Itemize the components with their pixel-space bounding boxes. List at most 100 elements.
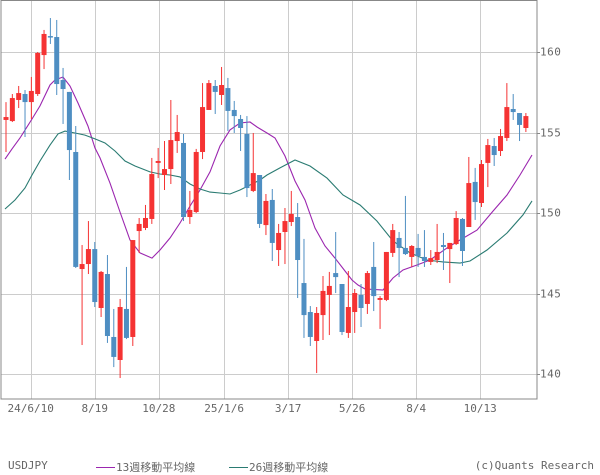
candle [402, 195, 408, 256]
legend-ma26: 26週移動平均線 [229, 459, 328, 475]
legend-ma13-label: 13週移動平均線 [116, 461, 196, 474]
candle [371, 241, 377, 312]
candle [421, 230, 427, 267]
candle [35, 52, 41, 96]
gridlines [1, 0, 537, 399]
candle [257, 175, 263, 228]
candle [22, 89, 28, 138]
legend-ma26-label: 26週移動平均線 [249, 461, 329, 474]
symbol-label: USDJPY [8, 459, 48, 472]
ma13-line-swatch-icon [96, 466, 115, 468]
candle [510, 94, 516, 120]
candle [142, 204, 148, 231]
candle [434, 223, 440, 264]
candle [314, 307, 320, 374]
candle [28, 76, 34, 119]
candle [9, 94, 15, 123]
ma13-line [4, 76, 533, 291]
y-tick-label: 150 [540, 206, 562, 220]
candlestick-chart [0, 0, 540, 400]
candle [485, 138, 491, 188]
candle [250, 132, 256, 193]
candle [466, 156, 472, 228]
candle [193, 148, 199, 213]
x-tick-label: 24/6/10 [7, 402, 54, 415]
ma26-line [4, 130, 533, 264]
candle [472, 167, 478, 220]
candle [409, 245, 415, 267]
candle [16, 85, 22, 109]
candle [364, 270, 370, 314]
candle [491, 137, 497, 166]
candle [168, 99, 174, 185]
candle [295, 203, 301, 299]
candle [41, 29, 47, 70]
candle [320, 275, 326, 341]
candle [187, 190, 193, 224]
candle [459, 217, 465, 266]
ma26-line-swatch-icon [229, 466, 248, 468]
candle [111, 308, 117, 368]
candle [231, 100, 237, 133]
x-tick-label: 5/26 [338, 402, 366, 415]
candle [276, 223, 282, 266]
candle [504, 83, 510, 142]
candle [92, 241, 98, 308]
candles [3, 18, 529, 379]
candle [288, 190, 294, 227]
candle [390, 223, 396, 257]
candle [181, 133, 187, 222]
candle [352, 288, 358, 333]
candle [428, 250, 434, 266]
symbol-text: USDJPY [8, 459, 48, 472]
plot-frame [0, 0, 538, 400]
x-tick-label: 3/17 [274, 402, 302, 415]
candle [130, 240, 136, 346]
candle [523, 113, 529, 133]
candle [396, 231, 402, 278]
credit-text: (c)Quants Research [474, 459, 594, 472]
candle [244, 116, 250, 198]
candle [149, 157, 155, 224]
x-tick-label: 10/13 [463, 402, 497, 415]
candle [238, 114, 244, 152]
y-tick-label: 160 [540, 45, 562, 59]
candle [98, 270, 104, 318]
candle [453, 211, 459, 246]
candle [79, 245, 85, 346]
candle [269, 189, 275, 261]
candle [136, 217, 142, 253]
y-axis-tick-marks [537, 52, 540, 375]
candle [54, 19, 60, 95]
candle [3, 102, 9, 152]
x-tick-label: 10/28 [142, 402, 176, 415]
candle [282, 208, 288, 265]
x-tick-label: 8/19 [81, 402, 109, 415]
candle [377, 296, 383, 329]
candle [117, 298, 123, 379]
candle [339, 284, 345, 336]
candle [383, 251, 389, 302]
candle [517, 113, 523, 142]
candle [206, 80, 212, 110]
candle [415, 233, 421, 267]
candle [358, 284, 364, 327]
candle [345, 270, 351, 338]
candle [333, 231, 339, 294]
candle [219, 66, 225, 105]
candle [162, 141, 167, 190]
x-tick-label: 8/4 [406, 402, 427, 415]
y-tick-label: 155 [540, 126, 562, 139]
legend-ma13: 13週移動平均線 [96, 459, 195, 475]
candle [301, 238, 307, 338]
copyright-credit: (c)Quants Research [475, 459, 594, 472]
moving-average-lines [4, 76, 533, 291]
candle [326, 271, 332, 336]
candle [212, 80, 218, 114]
candle [498, 128, 504, 157]
y-tick-label: 140 [540, 367, 562, 381]
y-tick-label: 145 [540, 287, 562, 300]
candle [73, 126, 79, 269]
candle [66, 91, 72, 180]
candle [225, 77, 231, 132]
